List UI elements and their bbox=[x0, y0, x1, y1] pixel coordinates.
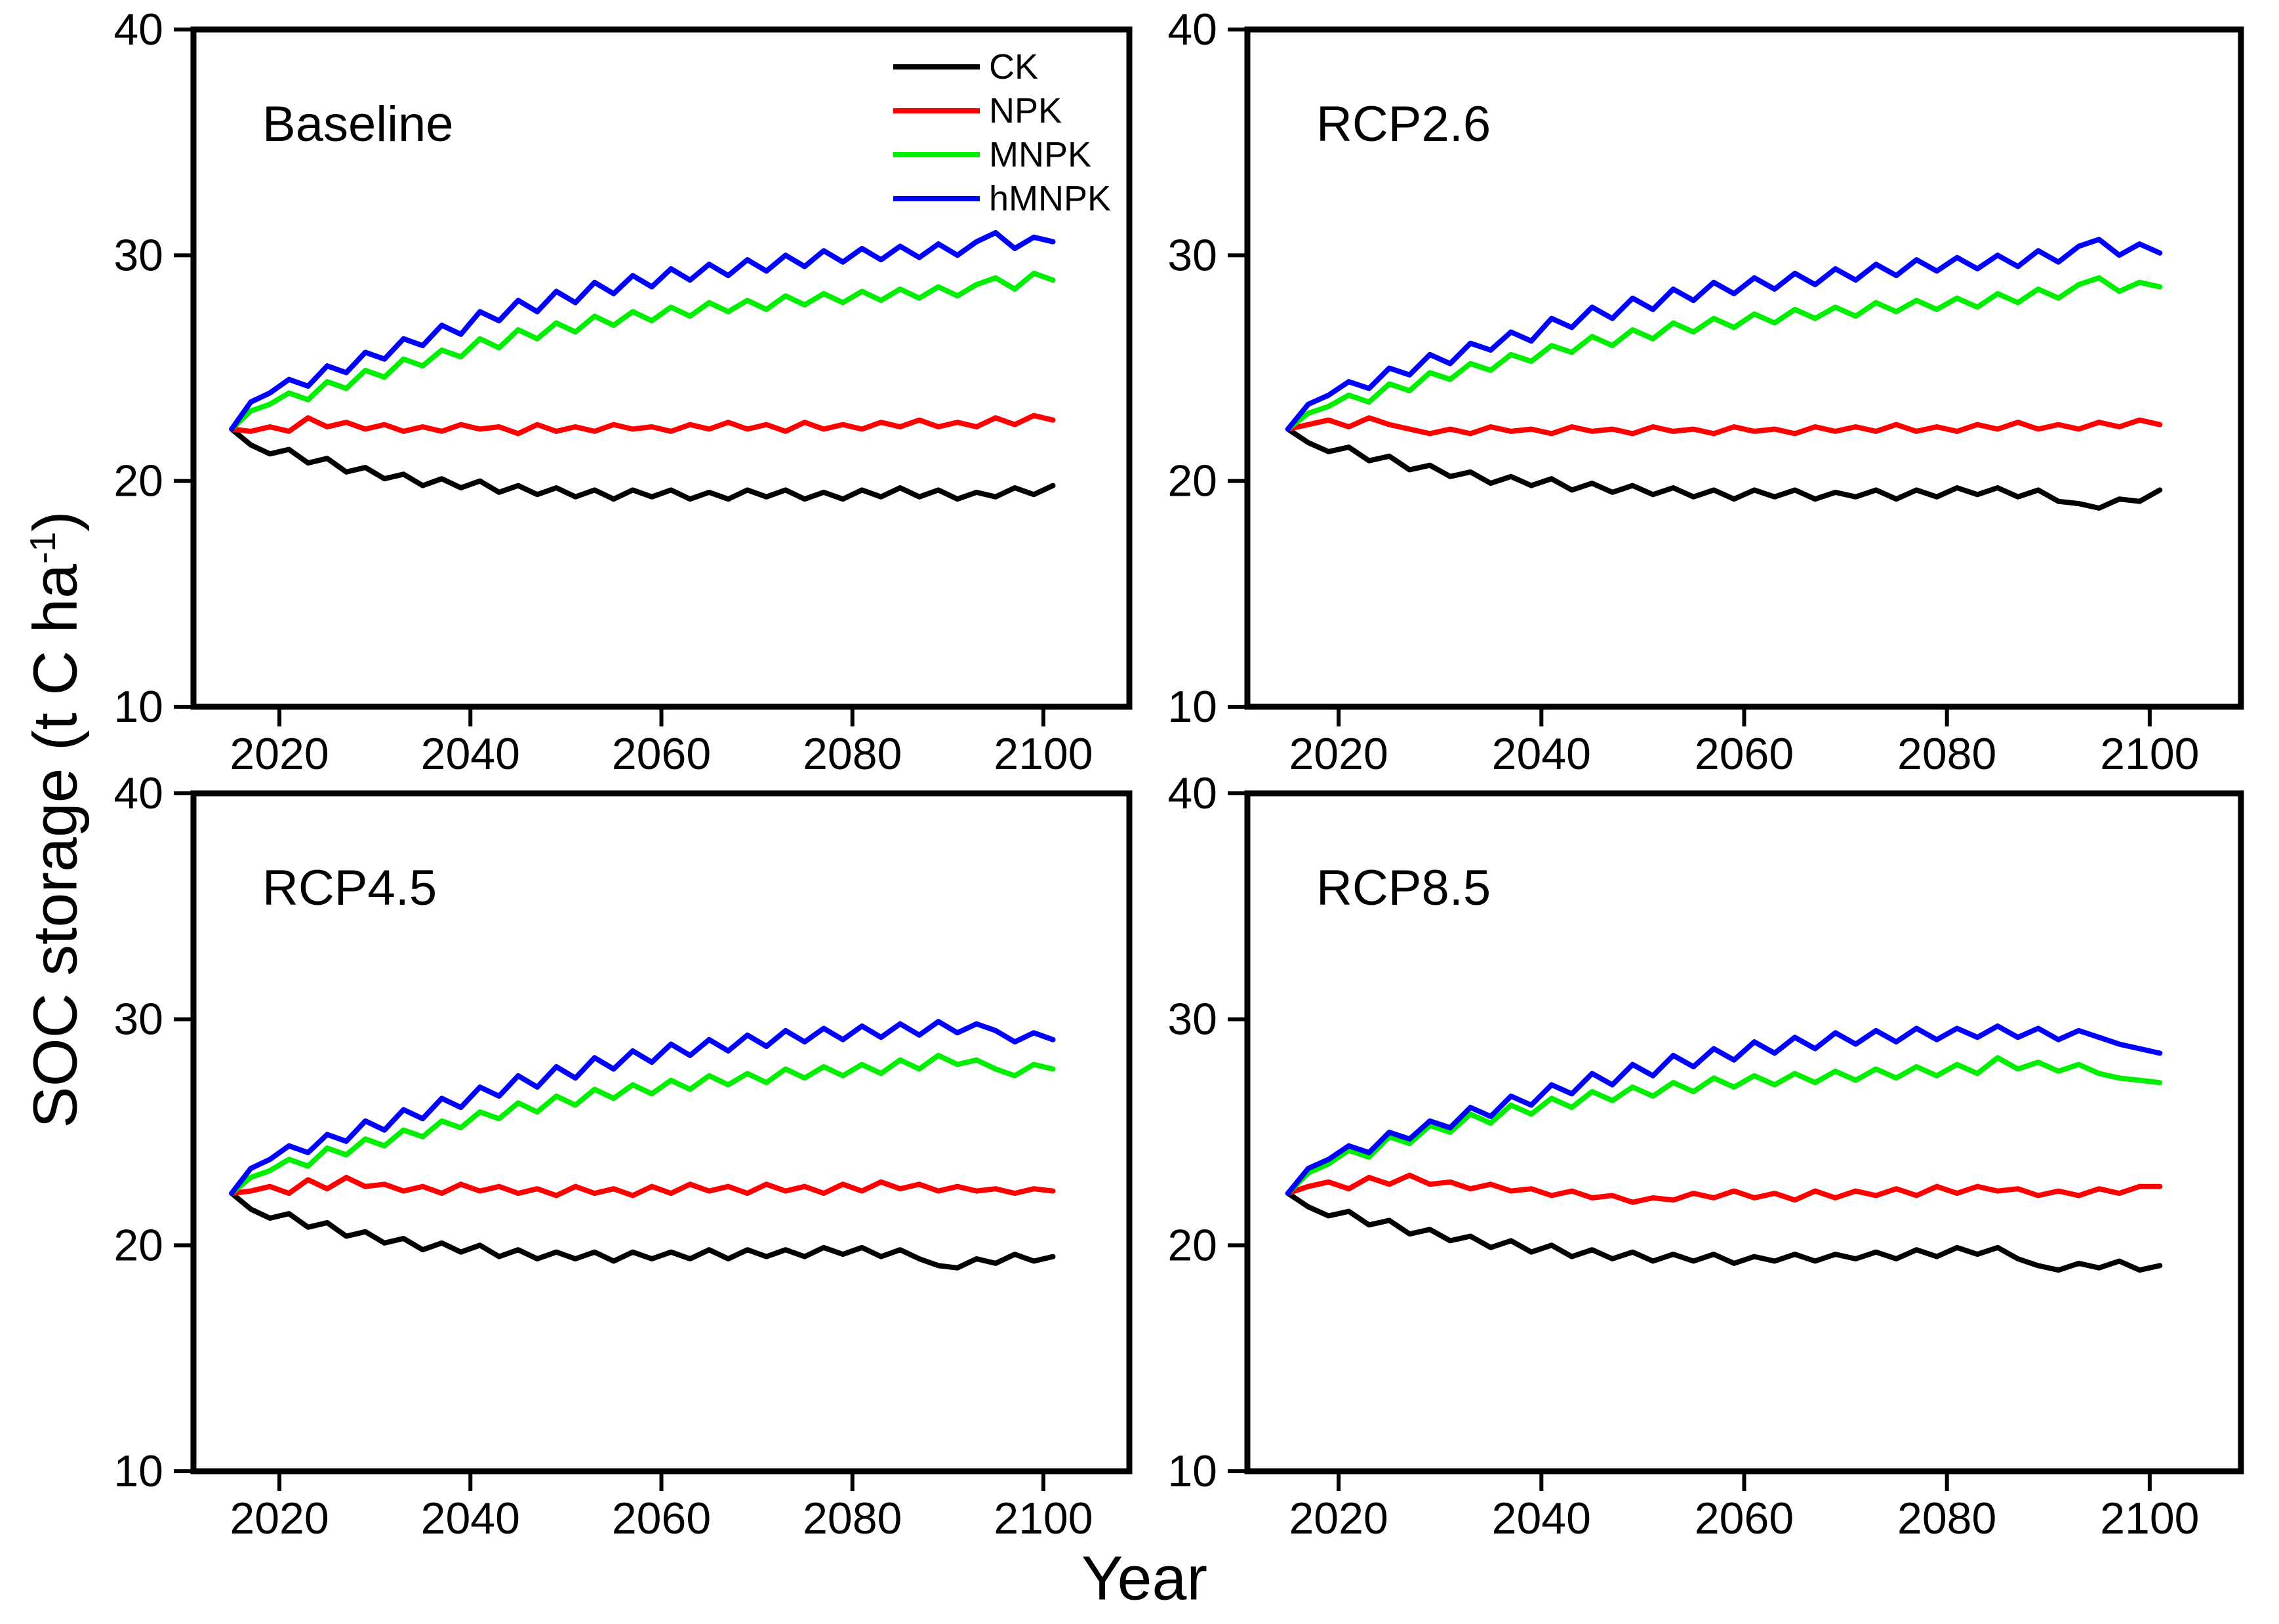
x-tick-label: 2020 bbox=[230, 729, 329, 779]
panel-box bbox=[190, 790, 1133, 1475]
y-axis-label-close: ) bbox=[20, 511, 91, 532]
x-tick-label: 2020 bbox=[1289, 729, 1388, 779]
y-axis-label-text: SOC storage (t C ha bbox=[20, 564, 91, 1128]
x-tick-label: 2060 bbox=[612, 729, 711, 779]
y-tick-label: 30 bbox=[1167, 230, 1217, 280]
y-tick-label: 10 bbox=[1167, 1446, 1217, 1496]
series-line-NPK bbox=[1285, 1172, 2163, 1205]
x-tick-label: 2100 bbox=[994, 729, 1093, 779]
x-tick-label: 2060 bbox=[1695, 1494, 1794, 1543]
legend-item-hMNPK: hMNPK bbox=[893, 176, 1111, 220]
series-line-CK bbox=[229, 426, 1056, 502]
x-tick-label: 2080 bbox=[1897, 729, 1996, 779]
y-tick-label: 40 bbox=[113, 768, 163, 818]
x-tick-label: 2060 bbox=[612, 1494, 711, 1543]
y-tick-label: 40 bbox=[1167, 5, 1217, 54]
series-line-MNPK bbox=[229, 270, 1056, 432]
series-line-hMNPK bbox=[1285, 237, 2163, 432]
panel-box bbox=[190, 26, 1133, 710]
y-axis-label: SOC storage (t C ha-1) bbox=[20, 511, 92, 1128]
legend-line-swatch-CK bbox=[893, 64, 980, 69]
x-tick-label: 2100 bbox=[2100, 729, 2199, 779]
x-tick-label: 2100 bbox=[2100, 1494, 2199, 1543]
legend: CK NPK MNPK hMNPK bbox=[893, 45, 1111, 220]
series-line-CK bbox=[1285, 426, 2163, 511]
y-tick-label: 40 bbox=[1167, 768, 1217, 818]
legend-item-CK: CK bbox=[893, 45, 1111, 89]
legend-item-MNPK: MNPK bbox=[893, 132, 1111, 176]
panel-RCP4.5: 2020 2040 2060 2080 2100 10 20 30 40 RCP4.5 bbox=[113, 768, 1133, 1543]
y-tick-label: 40 bbox=[113, 5, 163, 54]
x-tick-label: 2080 bbox=[803, 1494, 902, 1543]
y-tick-label: 20 bbox=[113, 456, 163, 506]
x-tick-label: 2040 bbox=[421, 729, 520, 779]
panel-title: RCP4.5 bbox=[262, 860, 437, 916]
x-tick-label: 2020 bbox=[1289, 1494, 1388, 1543]
y-tick-label: 20 bbox=[1167, 1220, 1217, 1270]
series-line-MNPK bbox=[1285, 275, 2163, 432]
y-tick-label: 30 bbox=[1167, 995, 1217, 1044]
panel-title: Baseline bbox=[262, 96, 454, 152]
panel-Baseline: 2020 2040 2060 2080 2100 10 20 30 40 Baseline bbox=[113, 5, 1133, 779]
y-tick-label: 10 bbox=[1167, 682, 1217, 732]
series-line-NPK bbox=[1285, 415, 2163, 437]
panel-box bbox=[1244, 26, 2244, 710]
series-line-NPK bbox=[229, 412, 1056, 437]
series-line-hMNPK bbox=[1285, 1023, 2163, 1197]
legend-line-swatch-MNPK bbox=[893, 151, 980, 157]
series-line-MNPK bbox=[1285, 1055, 2163, 1197]
legend-label: NPK bbox=[989, 90, 1062, 130]
legend-label: MNPK bbox=[989, 134, 1092, 174]
y-tick-label: 10 bbox=[113, 1446, 163, 1496]
x-tick-label: 2040 bbox=[1492, 729, 1591, 779]
series-line-CK bbox=[1285, 1191, 2163, 1273]
legend-line-swatch-hMNPK bbox=[893, 195, 980, 201]
x-tick-label: 2080 bbox=[1897, 1494, 1996, 1543]
series-line-hMNPK bbox=[229, 229, 1056, 432]
y-tick-label: 20 bbox=[1167, 456, 1217, 506]
panel-title: RCP2.6 bbox=[1316, 96, 1491, 152]
panel-RCP2.6: 2020 2040 2060 2080 2100 10 20 30 40 RCP2.6 bbox=[1167, 5, 2244, 779]
y-tick-label: 30 bbox=[113, 230, 163, 280]
legend-label: hMNPK bbox=[989, 178, 1112, 218]
series-line-MNPK bbox=[229, 1052, 1056, 1197]
x-tick-label: 2060 bbox=[1695, 729, 1794, 779]
x-axis-label: Year bbox=[1081, 1543, 1207, 1614]
legend-line-swatch-NPK bbox=[893, 108, 980, 113]
x-tick-label: 2020 bbox=[230, 1494, 329, 1543]
series-line-NPK bbox=[229, 1174, 1056, 1198]
y-tick-label: 10 bbox=[113, 682, 163, 732]
legend-item-NPK: NPK bbox=[893, 89, 1111, 132]
legend-label: CK bbox=[989, 47, 1039, 87]
series-line-CK bbox=[229, 1191, 1056, 1271]
y-tick-label: 30 bbox=[113, 995, 163, 1044]
panel-title: RCP8.5 bbox=[1316, 860, 1491, 916]
y-axis-label-superscript: -1 bbox=[22, 532, 63, 564]
y-tick-label: 20 bbox=[113, 1220, 163, 1270]
x-tick-label: 2040 bbox=[1492, 1494, 1591, 1543]
panel-box bbox=[1244, 790, 2244, 1475]
x-tick-label: 2080 bbox=[803, 729, 902, 779]
x-tick-label: 2040 bbox=[421, 1494, 520, 1543]
x-tick-label: 2100 bbox=[994, 1494, 1093, 1543]
panel-RCP8.5: 2020 2040 2060 2080 2100 10 20 30 40 RCP8.5 bbox=[1167, 768, 2244, 1543]
series-line-hMNPK bbox=[229, 1019, 1056, 1197]
